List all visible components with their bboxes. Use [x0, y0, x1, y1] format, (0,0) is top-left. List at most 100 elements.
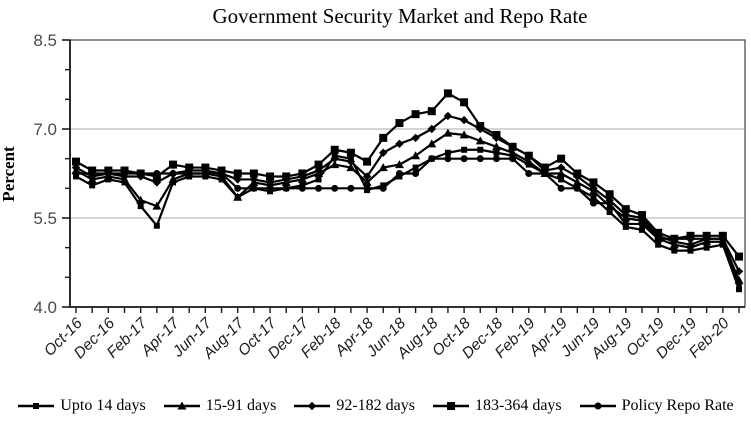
- marker-circle: [476, 155, 484, 163]
- series-line: [74, 114, 741, 273]
- legend-item: Upto 14 days: [17, 397, 146, 415]
- marker-square: [412, 164, 419, 171]
- marker-circle: [735, 279, 743, 287]
- marker-square: [476, 122, 485, 131]
- marker-triangle: [378, 163, 388, 172]
- marker-square: [460, 98, 469, 107]
- y-tick-label: 7.0: [33, 120, 57, 139]
- marker-circle: [185, 170, 193, 177]
- marker-circle: [670, 235, 678, 243]
- marker-circle: [492, 155, 500, 163]
- marker-square: [282, 172, 291, 181]
- marker-square: [427, 107, 436, 116]
- marker-circle: [589, 199, 597, 207]
- marker-square: [524, 151, 533, 160]
- marker-square: [493, 149, 500, 156]
- marker-circle: [347, 184, 355, 192]
- marker-triangle: [346, 163, 356, 172]
- marker-square: [72, 157, 80, 166]
- legend-item: 92-182 days: [293, 397, 415, 415]
- marker-square: [477, 146, 484, 153]
- marker-square: [558, 176, 565, 183]
- marker-circle: [622, 220, 630, 228]
- marker-square: [605, 190, 614, 199]
- legend-item: 15-91 days: [163, 397, 277, 415]
- marker-triangle: [572, 177, 582, 186]
- marker-square: [153, 222, 160, 229]
- marker-triangle: [233, 192, 243, 201]
- series-policy-repo-rate: [72, 155, 743, 287]
- marker-circle: [541, 170, 549, 177]
- legend-marker-triangle: [163, 401, 200, 410]
- legend-label: Policy Repo Rate: [621, 397, 734, 414]
- marker-diamond: [734, 267, 744, 276]
- marker-square: [461, 146, 468, 153]
- legend-marker-circle: [579, 402, 616, 410]
- marker-circle: [594, 402, 602, 410]
- marker-square: [621, 205, 630, 214]
- marker-triangle: [152, 201, 162, 210]
- y-axis-title: Percent: [0, 146, 18, 202]
- marker-diamond: [459, 115, 469, 125]
- marker-circle: [379, 184, 387, 192]
- marker-circle: [218, 170, 226, 177]
- marker-circle: [315, 184, 323, 192]
- marker-square: [637, 211, 646, 220]
- marker-circle: [72, 170, 80, 177]
- marker-diamond: [621, 210, 631, 220]
- marker-triangle: [556, 169, 566, 177]
- marker-diamond: [395, 139, 404, 149]
- marker-circle: [719, 235, 727, 243]
- marker-circle: [638, 220, 646, 228]
- legend-label: 183-364 days: [475, 397, 562, 414]
- marker-circle: [525, 170, 533, 177]
- marker-square: [314, 160, 323, 169]
- marker-circle: [169, 170, 177, 177]
- marker-diamond: [346, 157, 356, 166]
- legend-marker-glyph: [594, 402, 602, 410]
- marker-circle: [573, 184, 581, 192]
- marker-triangle: [362, 177, 372, 186]
- marker-circle: [509, 155, 517, 163]
- marker-diamond: [443, 111, 453, 121]
- marker-triangle: [475, 136, 485, 145]
- marker-diamond: [308, 401, 317, 411]
- marker-circle: [331, 184, 339, 192]
- marker-circle: [606, 199, 614, 207]
- series-92-182-days: [71, 111, 744, 276]
- marker-circle: [298, 184, 306, 192]
- legend-item: Policy Repo Rate: [579, 397, 734, 415]
- marker-circle: [395, 170, 403, 177]
- chart-title: Government Security Market and Repo Rate: [213, 4, 588, 28]
- marker-square: [315, 176, 322, 183]
- line-chart-canvas: Government Security Market and Repo Rate…: [0, 4, 746, 363]
- marker-circle: [444, 155, 452, 163]
- marker-triangle: [508, 148, 518, 157]
- legend-item: 183-364 days: [432, 397, 562, 415]
- marker-square: [379, 133, 388, 142]
- marker-triangle: [524, 157, 534, 166]
- marker-square: [606, 209, 613, 216]
- marker-triangle: [491, 142, 501, 151]
- marker-diamond: [330, 154, 339, 163]
- legend-label: Upto 14 days: [60, 397, 146, 414]
- marker-triangle: [443, 128, 453, 137]
- legend-marker-glyph: [308, 401, 317, 411]
- marker-square: [89, 182, 96, 189]
- marker-circle: [88, 170, 96, 177]
- marker-circle: [250, 184, 258, 192]
- marker-square: [249, 169, 258, 178]
- y-tick-label: 4.0: [33, 298, 57, 317]
- marker-square: [638, 226, 645, 233]
- marker-triangle: [459, 130, 469, 139]
- legend-label: 15-91 days: [205, 397, 277, 414]
- marker-triangle: [330, 160, 340, 169]
- marker-circle: [201, 170, 209, 177]
- marker-diamond: [411, 133, 420, 143]
- marker-square: [703, 244, 710, 251]
- marker-circle: [266, 184, 274, 192]
- marker-circle: [363, 184, 371, 192]
- marker-square: [443, 89, 452, 98]
- legend-marker-square-large: [433, 402, 469, 410]
